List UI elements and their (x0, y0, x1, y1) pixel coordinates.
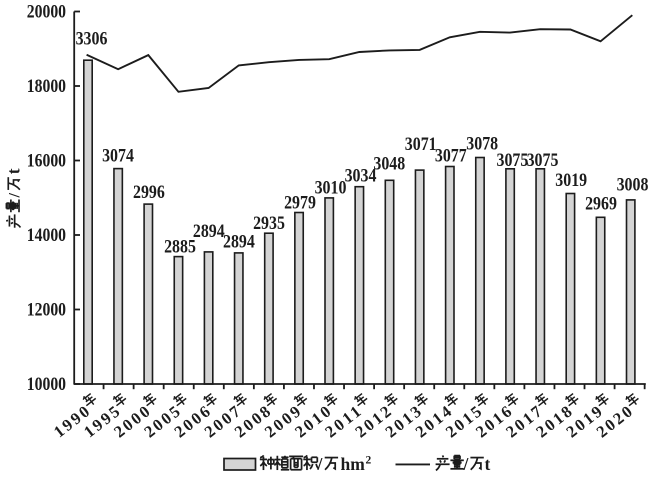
svg-text:3008: 3008 (617, 176, 649, 196)
svg-text:2894: 2894 (223, 232, 255, 252)
svg-text:3019: 3019 (555, 171, 587, 191)
svg-text:3075: 3075 (527, 151, 559, 171)
svg-text:3306: 3306 (76, 30, 108, 50)
svg-text:3077: 3077 (435, 146, 467, 166)
svg-text:20000: 20000 (27, 3, 66, 23)
svg-text:3048: 3048 (373, 154, 405, 174)
svg-text:3075: 3075 (497, 151, 529, 171)
svg-text:14000: 14000 (27, 226, 66, 246)
svg-text:2885: 2885 (164, 238, 196, 258)
svg-text:/: / (7, 193, 24, 199)
svg-text:hm: hm (341, 454, 366, 474)
svg-text:16000: 16000 (27, 152, 66, 172)
svg-text:/: / (463, 454, 470, 474)
svg-text:3010: 3010 (315, 179, 347, 199)
svg-text:2979: 2979 (284, 193, 316, 213)
svg-text:/: / (317, 454, 324, 474)
svg-text:t: t (4, 168, 24, 174)
svg-text:2996: 2996 (133, 183, 165, 203)
svg-text:10000: 10000 (27, 375, 66, 395)
svg-text:2969: 2969 (585, 194, 617, 214)
svg-text:12000: 12000 (27, 301, 66, 321)
svg-text:3034: 3034 (345, 167, 377, 187)
svg-text:18000: 18000 (27, 77, 66, 97)
svg-text:3071: 3071 (405, 135, 437, 155)
svg-text:2: 2 (366, 455, 372, 467)
svg-text:2935: 2935 (253, 214, 285, 234)
svg-text:3074: 3074 (102, 146, 134, 166)
svg-text:t: t (485, 454, 491, 474)
svg-text:3078: 3078 (466, 134, 498, 154)
svg-text:2894: 2894 (193, 222, 225, 242)
